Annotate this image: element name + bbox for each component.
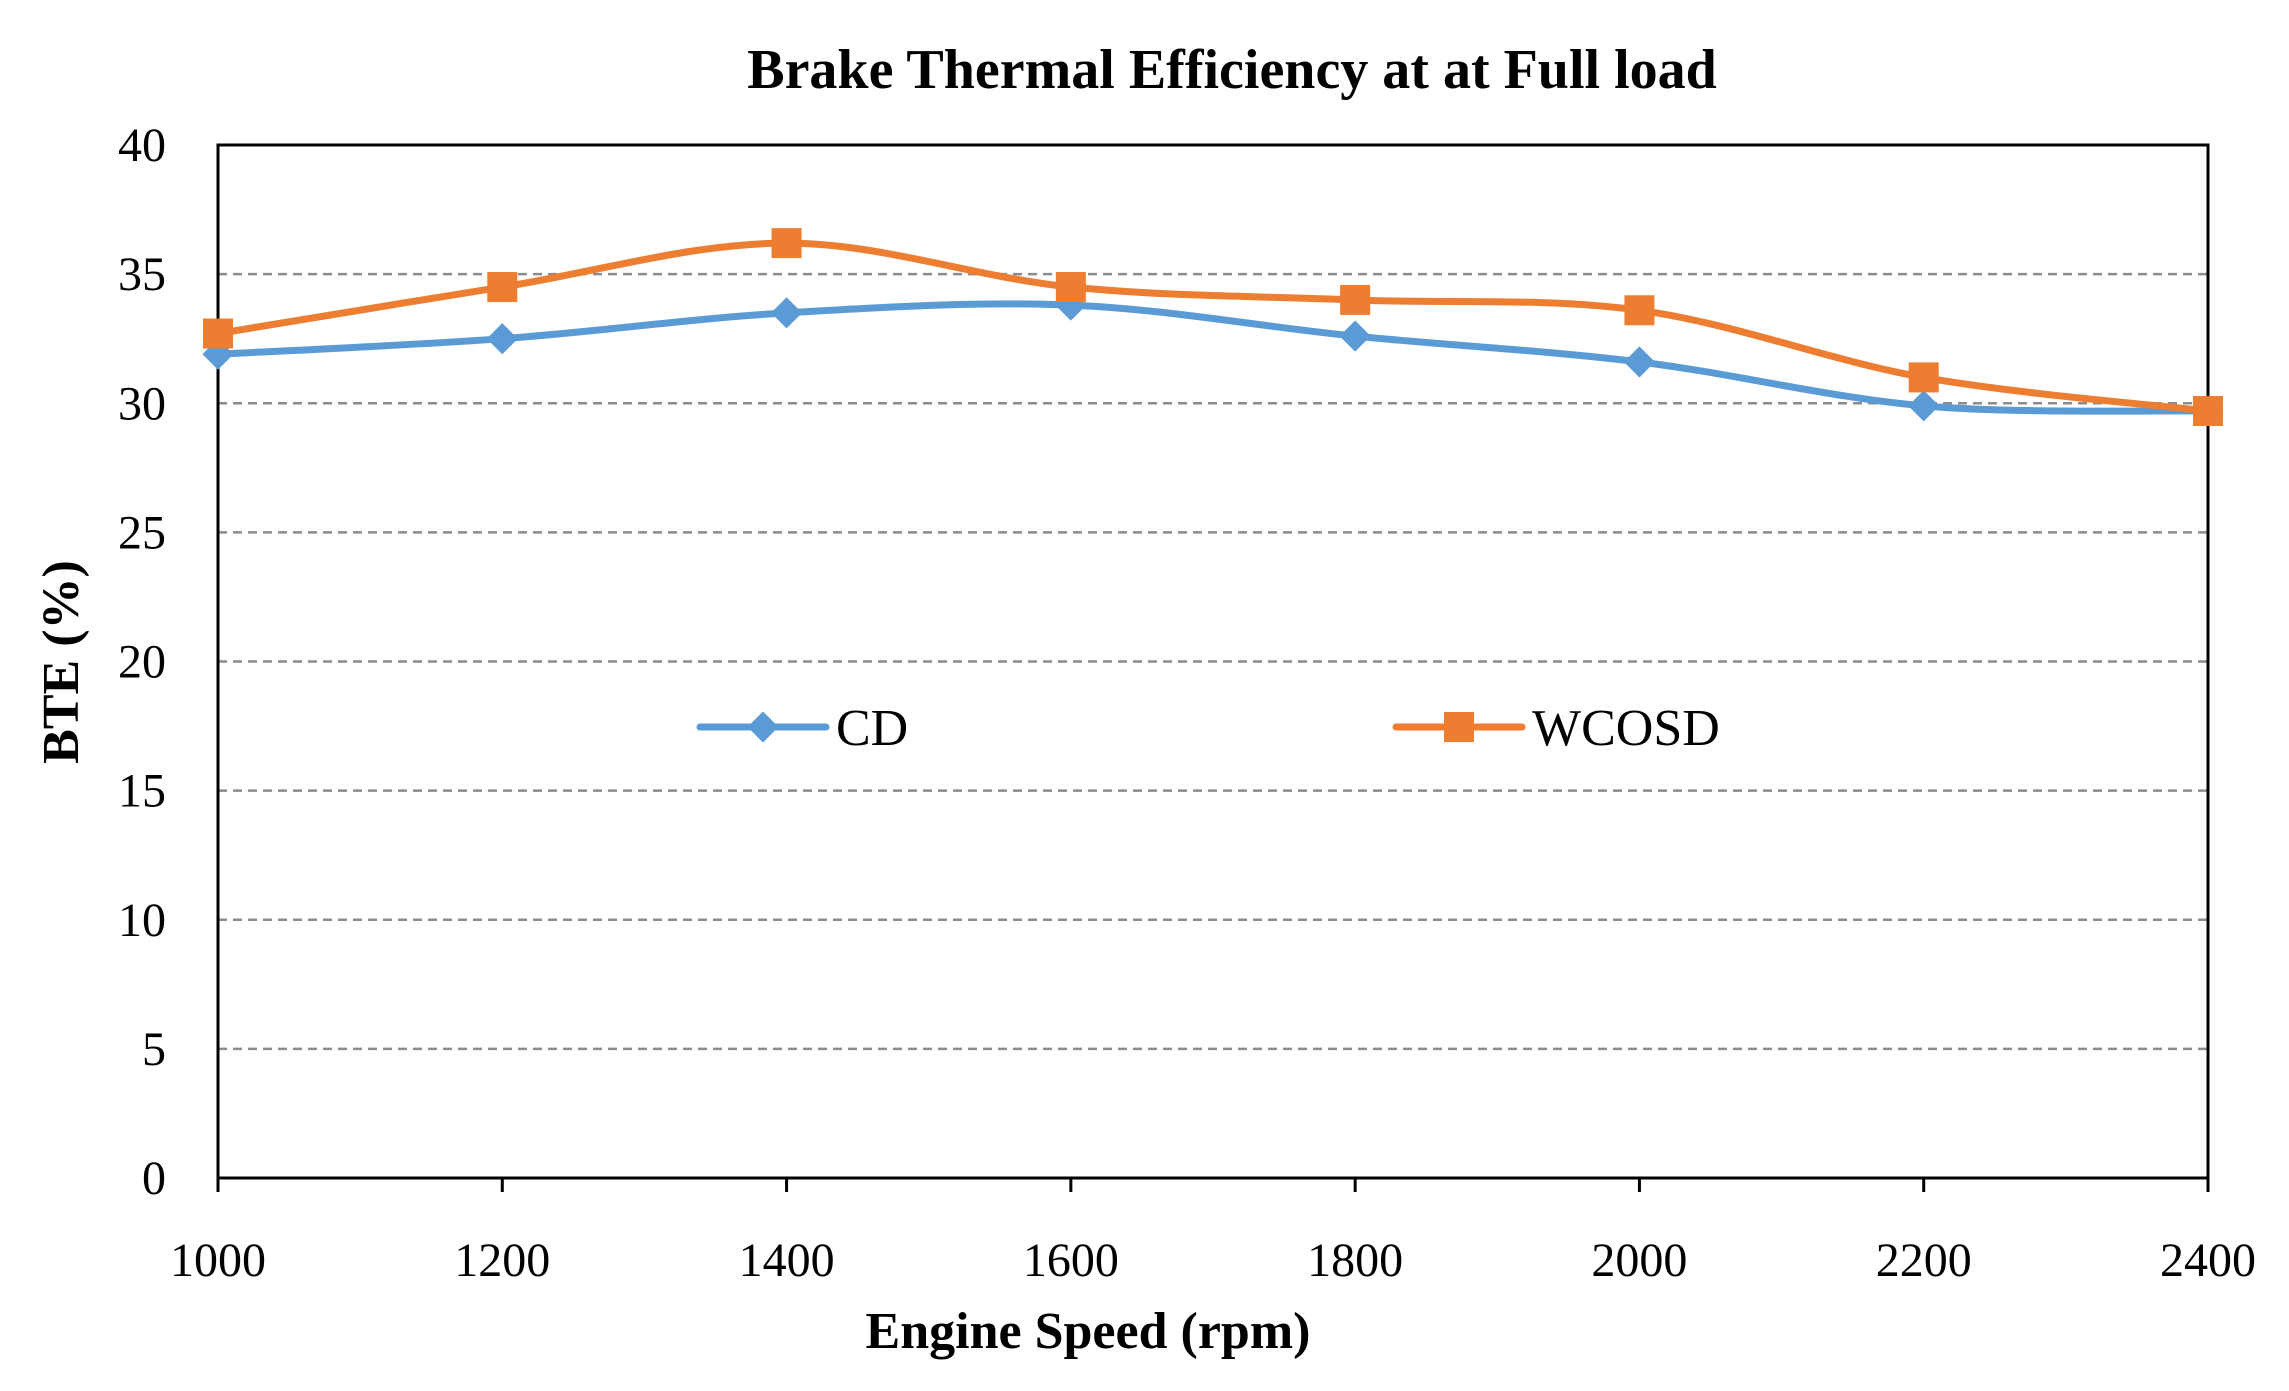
- data-point-wcosd-1400: [771, 228, 802, 259]
- y-tick-label-20: 20: [118, 636, 166, 689]
- data-point-cd-2000: [1623, 346, 1655, 378]
- x-tick-label-1600: 1600: [1023, 1234, 1119, 1287]
- series-line-wcosd: [214, 239, 2212, 415]
- y-tick-label-40: 40: [118, 119, 166, 172]
- legend-label-cd: CD: [836, 700, 908, 757]
- x-tick-label-1200: 1200: [454, 1234, 550, 1287]
- x-axis-ticks: 1000 1200 1400 1600 1800 2000 2200 2400: [170, 1178, 2256, 1287]
- x-tick-label-1400: 1400: [739, 1234, 835, 1287]
- data-point-wcosd-1800: [1340, 284, 1371, 315]
- gridlines: [218, 272, 2208, 1051]
- x-tick-label-2400: 2400: [2160, 1234, 2256, 1287]
- chart-title: Brake Thermal Efficiency at at Full load: [747, 39, 1717, 101]
- data-point-cd-1800: [1339, 320, 1371, 352]
- x-axis-label: Engine Speed (rpm): [866, 1303, 1311, 1360]
- series-layer: [202, 228, 2224, 427]
- y-tick-label-25: 25: [118, 506, 166, 559]
- data-point-wcosd-2000: [1624, 295, 1655, 326]
- y-axis-ticks: 0 5 10 15 20 25 30 35 40: [118, 119, 166, 1205]
- y-tick-label-0: 0: [142, 1152, 166, 1205]
- series-wcosd: [203, 228, 2223, 426]
- legend-label-wcosd: WCOSD: [1532, 700, 1720, 757]
- y-tick-label-15: 15: [118, 765, 166, 818]
- data-point-wcosd-1000: [203, 318, 233, 349]
- series-line-cd: [214, 300, 2212, 415]
- y-tick-label-30: 30: [118, 377, 166, 430]
- x-tick-label-2000: 2000: [1591, 1234, 1687, 1287]
- series-cd: [202, 289, 2224, 427]
- y-axis-label: BTE (%): [33, 560, 90, 764]
- data-point-cd-1400: [771, 297, 803, 329]
- data-point-wcosd-1200: [487, 272, 518, 303]
- legend-marker-wcosd: [1444, 712, 1474, 742]
- y-tick-label-5: 5: [142, 1023, 166, 1076]
- x-tick-label-1800: 1800: [1307, 1234, 1403, 1287]
- plot-area-frame: [216, 143, 2210, 1180]
- data-point-cd-2200: [1908, 390, 1940, 422]
- x-tick-label-1000: 1000: [170, 1234, 266, 1287]
- legend: CD WCOSD: [696, 700, 1720, 757]
- y-tick-label-10: 10: [118, 894, 166, 947]
- data-point-wcosd-1600: [1055, 272, 1086, 303]
- y-tick-label-35: 35: [118, 248, 166, 301]
- x-tick-label-2200: 2200: [1876, 1234, 1972, 1287]
- data-point-wcosd-2400: [2193, 395, 2223, 426]
- legend-entry-wcosd: WCOSD: [1392, 700, 1720, 757]
- data-point-cd-1200: [486, 323, 518, 355]
- data-point-wcosd-2200: [1908, 362, 1939, 393]
